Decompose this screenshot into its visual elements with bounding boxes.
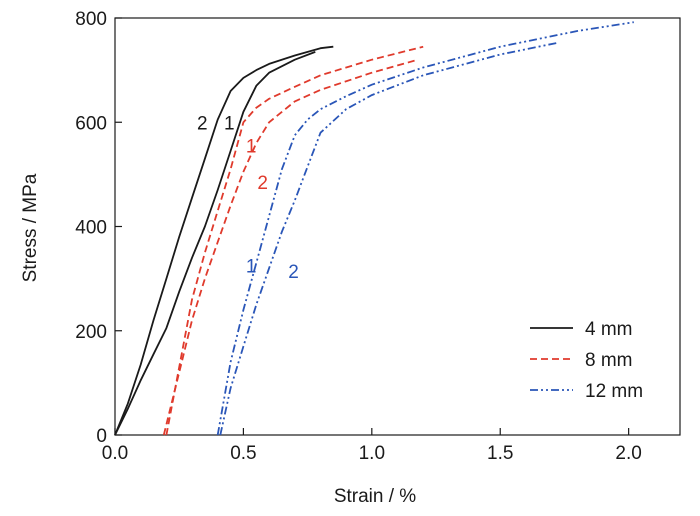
y-tick-label: 200 [75,322,107,343]
curves-group [114,21,634,436]
legend-label: 8 mm [585,350,633,371]
curve-label: 2 [257,173,268,194]
curve-label: 2 [197,113,208,134]
legend-label: 4 mm [585,319,633,340]
series-line-4 [162,58,419,436]
y-tick-label: 0 [96,426,107,447]
axis-ticks: 0.0 0.5 1.0 1.5 2.0 0 200 400 600 800 [75,9,642,464]
x-tick-label: 1.0 [359,443,385,464]
x-axis-label: Strain / % [334,486,416,507]
x-tick-label: 0.0 [102,443,128,464]
series-line-2 [114,51,316,436]
y-tick-label: 800 [75,9,107,30]
y-tick-label: 600 [75,113,107,134]
y-tick-label: 400 [75,218,107,239]
x-tick-label: 2.0 [615,443,641,464]
series-line-3 [165,45,424,436]
legend-label: 12 mm [585,381,643,402]
series-line-6 [219,42,557,436]
series-line-1 [114,45,334,436]
series-line-5 [216,21,634,436]
legend: 4 mm 8 mm 12 mm [530,319,643,402]
x-tick-label: 1.5 [487,443,513,464]
curve-label: 1 [246,137,257,158]
curve-label: 1 [224,113,235,134]
plot-frame [114,17,681,436]
x-tick-label: 0.5 [230,443,256,464]
curve-label: 1 [246,257,257,278]
y-axis-label: Stress / MPa [20,173,41,282]
curve-label: 2 [288,262,299,283]
